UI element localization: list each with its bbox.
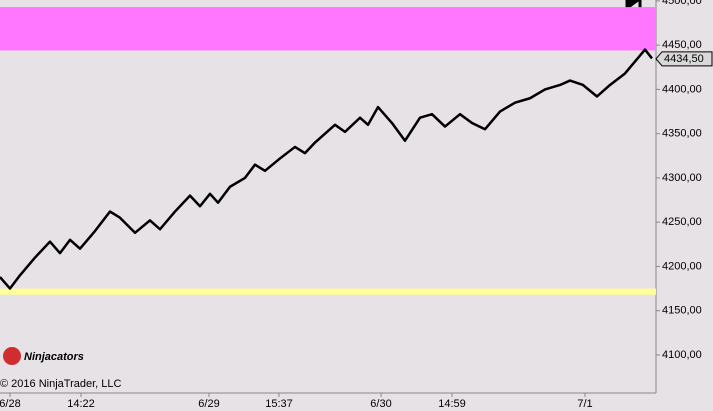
y-tick-label: 4400,00 — [662, 83, 702, 95]
y-tick-label: 4250,00 — [662, 216, 702, 228]
x-tick-label: 6/28 — [0, 398, 21, 410]
watermark: Ninjacators — [24, 351, 84, 363]
price-line — [0, 48, 653, 290]
x-tick-label: 6/30 — [370, 398, 391, 410]
y-tick-label: 4150,00 — [662, 305, 702, 317]
zone — [0, 288, 656, 295]
x-tick-label: 14:59 — [438, 398, 466, 410]
x-tick-label: 6/29 — [198, 398, 219, 410]
y-tick-label: 4300,00 — [662, 172, 702, 184]
x-tick-label: 15:37 — [265, 398, 293, 410]
last-price-box — [655, 51, 713, 67]
x-tick-label: 14:22 — [67, 398, 95, 410]
copyright: © 2016 NinjaTrader, LLC — [0, 378, 121, 390]
y-tick-label: 4450,00 — [662, 39, 702, 51]
zone — [0, 7, 656, 51]
y-tick-label: 4500,00 — [662, 0, 702, 7]
y-tick-label: 4100,00 — [662, 349, 702, 361]
last-price-label: 4434,50 — [664, 53, 704, 65]
y-tick-label: 4200,00 — [662, 260, 702, 272]
watermark-logo — [3, 347, 21, 365]
x-tick-label: 7/1 — [577, 398, 592, 410]
y-tick-label: 4350,00 — [662, 128, 702, 140]
